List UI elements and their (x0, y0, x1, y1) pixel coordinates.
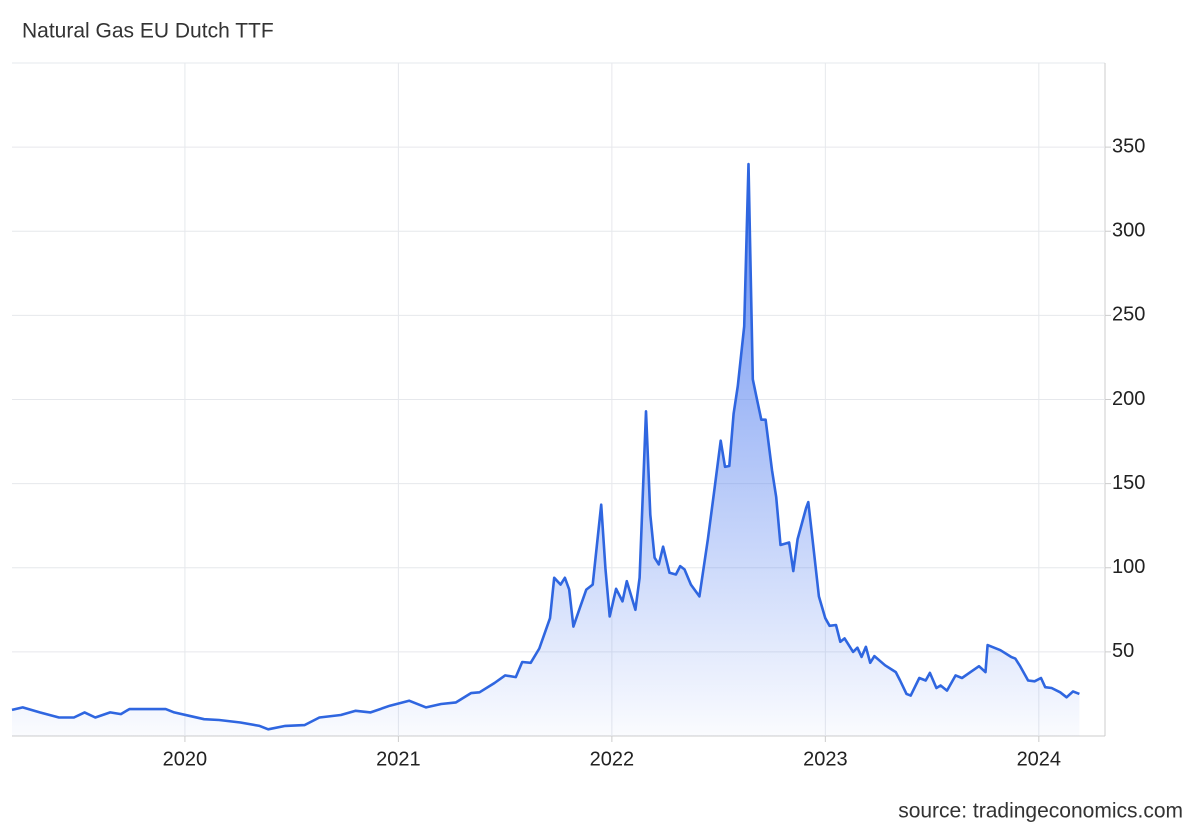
y-tick-label: 150 (1112, 472, 1145, 494)
y-tick-label: 200 (1112, 388, 1145, 410)
source-note: source: tradingeconomics.com (898, 800, 1183, 823)
x-tick-label: 2024 (1017, 748, 1062, 770)
y-tick-label: 250 (1112, 304, 1145, 326)
x-tick-label: 2021 (376, 748, 421, 770)
chart-title: Natural Gas EU Dutch TTF (22, 20, 274, 43)
series-line (11, 162, 1080, 731)
y-tick-label: 300 (1112, 220, 1145, 242)
y-tick-label: 350 (1112, 135, 1145, 157)
x-tick-label: 2020 (163, 748, 208, 770)
x-tick-label: 2022 (590, 748, 635, 770)
y-tick-label: 100 (1112, 556, 1145, 578)
y-tick-label: 50 (1112, 640, 1134, 662)
area-fill (12, 164, 1080, 736)
x-tick-label: 2023 (803, 748, 848, 770)
